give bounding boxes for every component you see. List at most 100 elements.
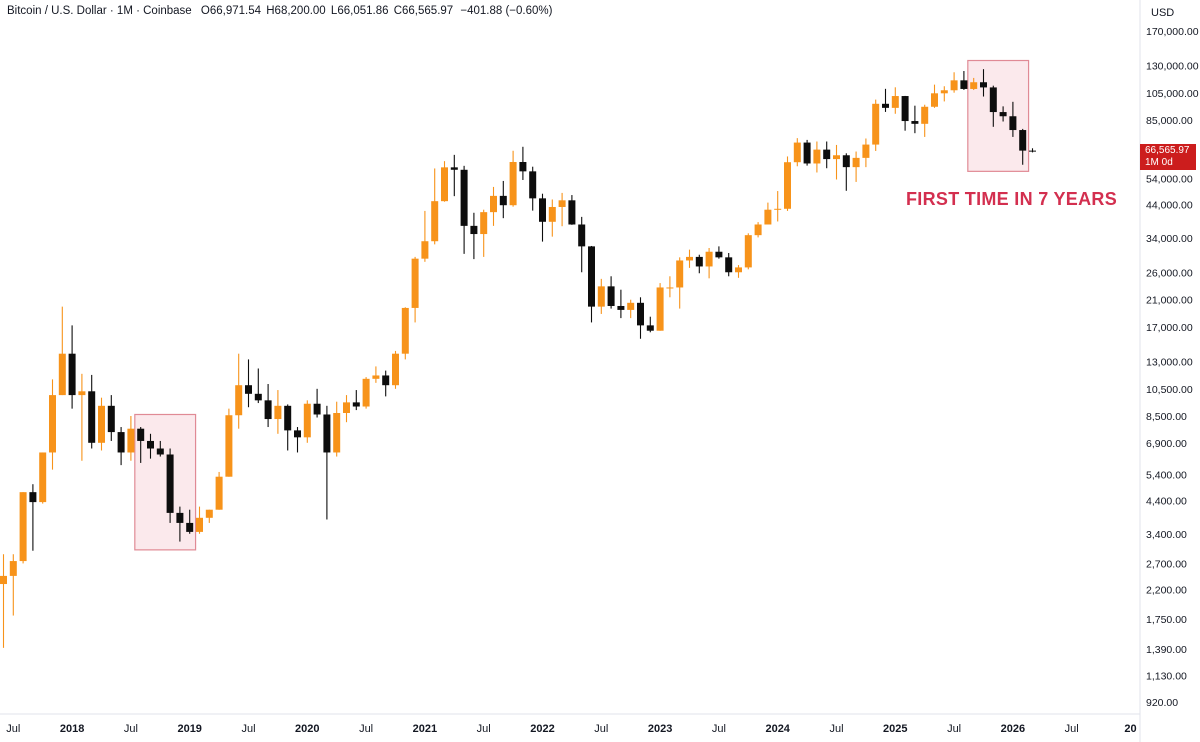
y-tick-label: 170,000.00 bbox=[1146, 26, 1199, 38]
candle-2023-04 bbox=[686, 249, 693, 268]
y-tick-label: 8,500.00 bbox=[1146, 411, 1187, 423]
y-tick-label: 54,000.00 bbox=[1146, 173, 1193, 185]
candle-body bbox=[411, 258, 419, 308]
x-tick-label: Jul bbox=[829, 723, 843, 735]
candle-2018-02 bbox=[78, 373, 86, 461]
candle-2023-12 bbox=[764, 202, 772, 225]
last-price-interval: 1M 0d bbox=[1145, 157, 1173, 168]
candle-body bbox=[695, 256, 703, 267]
candle-2017-10 bbox=[39, 452, 47, 504]
candle-2022-08 bbox=[607, 276, 615, 309]
candle-2017-12 bbox=[58, 306, 66, 396]
candle-body bbox=[607, 286, 615, 306]
candle-body bbox=[196, 517, 203, 532]
candle-2019-04 bbox=[215, 471, 223, 510]
candle-body bbox=[39, 452, 47, 503]
change-value: −401.88 (−0.60%) bbox=[460, 5, 553, 17]
x-tick-label: Jul bbox=[477, 723, 491, 735]
candle-2018-10 bbox=[156, 440, 164, 457]
candle-body bbox=[960, 80, 968, 89]
candle-body bbox=[323, 414, 331, 453]
candle-2020-12 bbox=[411, 256, 419, 323]
candle-2020-06 bbox=[352, 390, 360, 411]
candle-2025-07 bbox=[950, 72, 958, 93]
candle-body bbox=[940, 90, 948, 94]
candle-body bbox=[568, 200, 576, 225]
candle-2022-07 bbox=[597, 278, 605, 314]
candle-2020-01 bbox=[303, 400, 311, 443]
ohlc-header: Bitcoin / U.S. Dollar · 1M · Coinbase O6… bbox=[7, 5, 552, 17]
candle-2023-01 bbox=[656, 283, 664, 331]
candle-2019-02 bbox=[196, 506, 203, 534]
highlight-boxes bbox=[134, 59, 1030, 551]
close-value: 66,565.97 bbox=[402, 5, 454, 17]
candle-2019-07 bbox=[245, 359, 252, 408]
candle-2024-02 bbox=[784, 156, 791, 211]
candle-body bbox=[686, 256, 693, 261]
candle-2021-03 bbox=[441, 161, 448, 202]
candle-body bbox=[147, 440, 154, 449]
currency-label[interactable]: USD bbox=[1151, 7, 1175, 19]
candle-body bbox=[254, 393, 262, 401]
candle-2020-05 bbox=[343, 395, 350, 423]
annotation-text: FIRST TIME IN 7 YEARS bbox=[906, 189, 1117, 209]
y-tick-label: 130,000.00 bbox=[1146, 60, 1199, 72]
candle-body bbox=[999, 112, 1007, 117]
candle-2019-01 bbox=[186, 509, 194, 534]
candle-body bbox=[911, 121, 919, 124]
x-tick-label: 2021 bbox=[413, 723, 437, 735]
candle-2022-04 bbox=[568, 195, 576, 225]
candle-2024-08 bbox=[842, 153, 850, 191]
candle-body bbox=[421, 241, 429, 259]
candle-2024-07 bbox=[833, 144, 840, 180]
candle-body bbox=[313, 403, 321, 415]
candle-2023-03 bbox=[676, 257, 684, 309]
candle-body bbox=[921, 106, 929, 124]
candle-body bbox=[529, 171, 537, 199]
candle-2020-04 bbox=[333, 401, 341, 457]
y-tick-label: 3,400.00 bbox=[1146, 529, 1187, 541]
candle-body bbox=[558, 200, 566, 207]
candle-2024-03 bbox=[793, 138, 801, 167]
candle-2024-12 bbox=[882, 88, 889, 112]
candle-2024-05 bbox=[813, 141, 821, 173]
candle-2022-02 bbox=[548, 199, 556, 237]
close-label: C bbox=[393, 5, 403, 17]
candle-body bbox=[793, 142, 801, 163]
candle-body bbox=[362, 378, 370, 407]
candle-2022-12 bbox=[646, 316, 654, 333]
candle-2024-10 bbox=[862, 138, 870, 168]
candle-body bbox=[156, 448, 164, 455]
candle-2021-01 bbox=[421, 210, 429, 262]
candle-2023-09 bbox=[735, 265, 742, 278]
candle-2021-07 bbox=[480, 209, 488, 257]
candle-2019-05 bbox=[225, 408, 233, 477]
candle-2021-10 bbox=[509, 150, 517, 207]
candle-body bbox=[823, 149, 831, 160]
candle-body bbox=[1029, 150, 1036, 152]
candle-body bbox=[450, 167, 458, 170]
candle-body bbox=[1009, 116, 1017, 131]
candle-2025-11 bbox=[989, 85, 997, 127]
candle-body bbox=[137, 428, 145, 441]
candle-body bbox=[774, 208, 782, 210]
candle-body bbox=[725, 257, 733, 273]
candle-body bbox=[617, 305, 625, 310]
candle-2018-09 bbox=[147, 433, 154, 459]
candle-body bbox=[842, 155, 850, 168]
x-tick-label: 2023 bbox=[648, 723, 672, 735]
candle-body bbox=[78, 391, 86, 396]
y-tick-label: 2,200.00 bbox=[1146, 585, 1187, 597]
y-tick-label: 10,500.00 bbox=[1146, 384, 1193, 396]
candle-2022-06 bbox=[588, 245, 595, 323]
candle-body bbox=[509, 161, 517, 206]
high-value: 68,200.00 bbox=[274, 5, 326, 17]
candle-body bbox=[127, 428, 135, 453]
y-tick-label: 26,000.00 bbox=[1146, 267, 1193, 279]
candle-body bbox=[245, 385, 252, 394]
x-tick-label: 2020 bbox=[295, 723, 319, 735]
candle-2026-01 bbox=[1009, 101, 1017, 137]
candle-2023-07 bbox=[715, 246, 723, 259]
